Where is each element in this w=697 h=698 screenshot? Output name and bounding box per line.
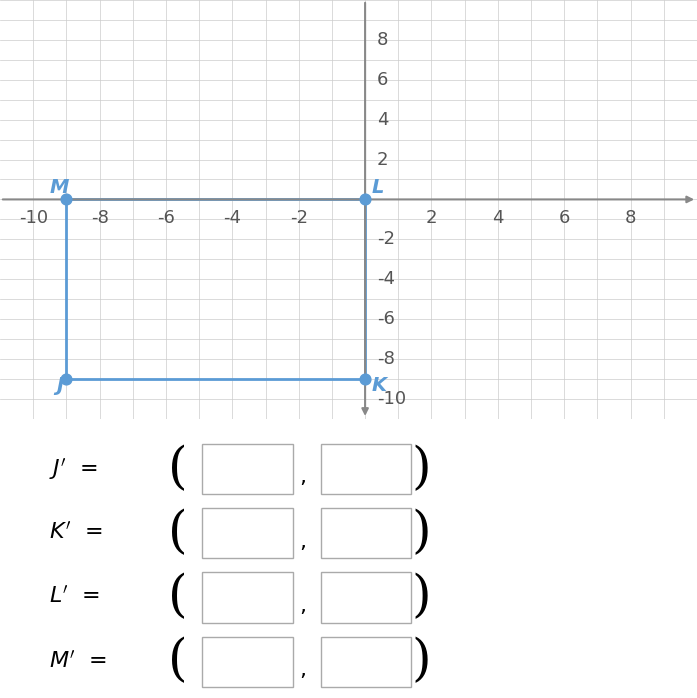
- FancyBboxPatch shape: [202, 444, 293, 494]
- Text: (: (: [168, 509, 187, 558]
- Text: -10: -10: [376, 390, 406, 408]
- Text: ,: ,: [300, 660, 307, 680]
- Text: -8: -8: [91, 209, 109, 228]
- Text: -2: -2: [376, 230, 395, 248]
- Text: 4: 4: [492, 209, 504, 228]
- Text: -6: -6: [376, 310, 395, 328]
- Text: -8: -8: [376, 350, 395, 368]
- FancyBboxPatch shape: [202, 508, 293, 558]
- Text: (: (: [168, 445, 187, 493]
- Text: $L'$  =: $L'$ =: [49, 586, 100, 609]
- Text: 8: 8: [625, 209, 636, 228]
- Text: ): ): [412, 573, 431, 622]
- Text: ,: ,: [300, 468, 307, 487]
- FancyBboxPatch shape: [321, 572, 411, 623]
- Point: [360, 194, 371, 205]
- Point: [61, 373, 72, 385]
- Text: ): ): [412, 637, 431, 686]
- Text: 6: 6: [558, 209, 570, 228]
- Text: L: L: [372, 179, 384, 198]
- Text: ): ): [412, 445, 431, 493]
- Text: M: M: [49, 179, 69, 198]
- Text: $J'$  =: $J'$ =: [49, 456, 98, 482]
- Text: -4: -4: [223, 209, 241, 228]
- Text: $M'$  =: $M'$ =: [49, 651, 107, 673]
- Text: -6: -6: [157, 209, 175, 228]
- Text: ,: ,: [300, 532, 307, 551]
- Text: J: J: [56, 376, 63, 395]
- Text: K: K: [372, 376, 387, 395]
- Text: (: (: [168, 573, 187, 622]
- FancyBboxPatch shape: [321, 444, 411, 494]
- Text: 4: 4: [376, 111, 388, 128]
- Point: [61, 194, 72, 205]
- Text: -10: -10: [19, 209, 48, 228]
- Text: 8: 8: [376, 31, 388, 49]
- FancyBboxPatch shape: [321, 508, 411, 558]
- FancyBboxPatch shape: [202, 572, 293, 623]
- Text: (: (: [168, 637, 187, 686]
- Text: 6: 6: [376, 70, 388, 89]
- Point: [360, 373, 371, 385]
- FancyBboxPatch shape: [321, 637, 411, 687]
- Text: -4: -4: [376, 270, 395, 288]
- Text: -2: -2: [290, 209, 307, 228]
- Text: ): ): [412, 509, 431, 558]
- Text: $K'$  =: $K'$ =: [49, 522, 102, 544]
- Text: ,: ,: [300, 596, 307, 616]
- Text: 2: 2: [426, 209, 437, 228]
- Text: 2: 2: [376, 151, 388, 168]
- FancyBboxPatch shape: [202, 637, 293, 687]
